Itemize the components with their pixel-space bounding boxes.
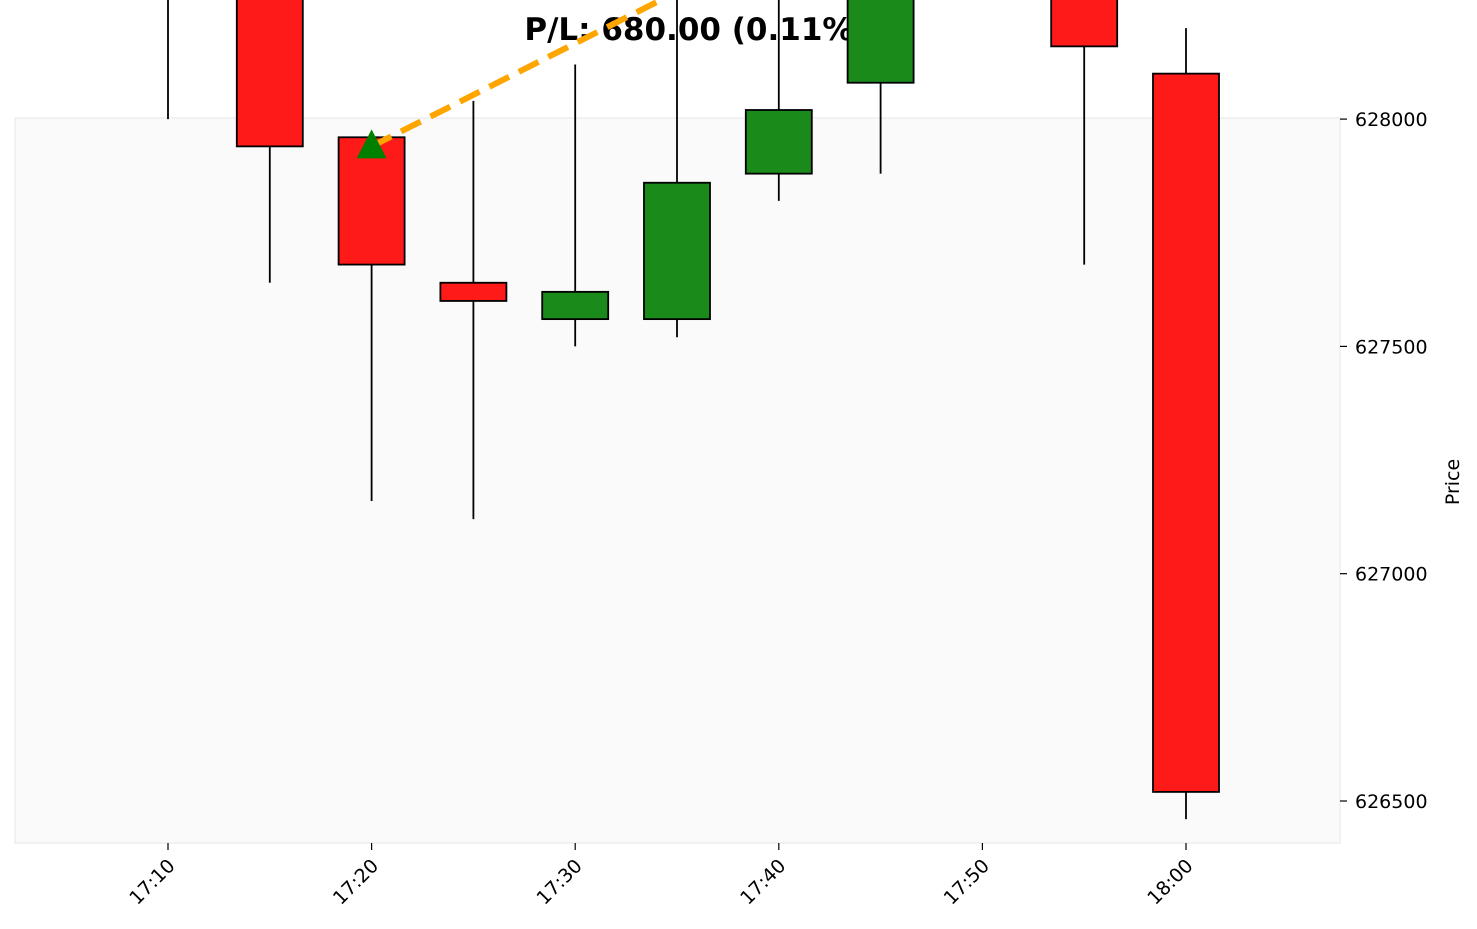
candle-1725	[439, 100, 508, 520]
chart-title: P/L: 680.00 (0.11%)	[524, 12, 867, 48]
candle-body	[643, 181, 711, 321]
x-tick-label: 17:20	[329, 855, 383, 909]
candle-body	[235, 0, 304, 148]
x-axis: 17:10 17:20 17:30 17:40 17:50 18:00	[125, 843, 1198, 909]
candle-body	[744, 109, 813, 175]
candle-body	[439, 281, 508, 302]
y-axis: 6265006270006275006280006285006290006295…	[1340, 109, 1428, 813]
candle-1800	[1152, 28, 1220, 820]
candle-1715	[235, 0, 304, 283]
candle-body	[846, 0, 915, 84]
candle-1735	[643, 0, 711, 338]
candle-1730	[541, 64, 610, 347]
candle-body	[337, 136, 406, 266]
entry-marker	[356, 129, 387, 159]
x-tick-label: 17:10	[125, 855, 179, 909]
candle-body	[1152, 72, 1220, 793]
candle-1745	[846, 0, 915, 174]
candle-body	[1050, 0, 1119, 48]
trade-group	[356, 0, 668, 159]
y-tick-label: 627000	[1355, 564, 1428, 586]
y-tick-label: 628000	[1355, 109, 1428, 131]
candles-group	[167, 0, 1220, 820]
y-tick-label: 627500	[1355, 336, 1428, 358]
candle-1720	[337, 136, 406, 501]
candle-1710	[167, 0, 169, 120]
y-tick-label: 626500	[1355, 791, 1428, 813]
x-tick-label: 17:50	[940, 855, 994, 909]
x-tick-label: 18:00	[1143, 855, 1197, 909]
trade-line	[370, 0, 668, 150]
candle-body	[541, 290, 610, 321]
x-tick-label: 17:30	[532, 855, 586, 909]
y-axis-label: Price	[1442, 459, 1464, 505]
x-tick-label: 17:40	[736, 855, 790, 909]
candle-1740	[744, 0, 813, 201]
candle-1755	[1050, 0, 1119, 265]
